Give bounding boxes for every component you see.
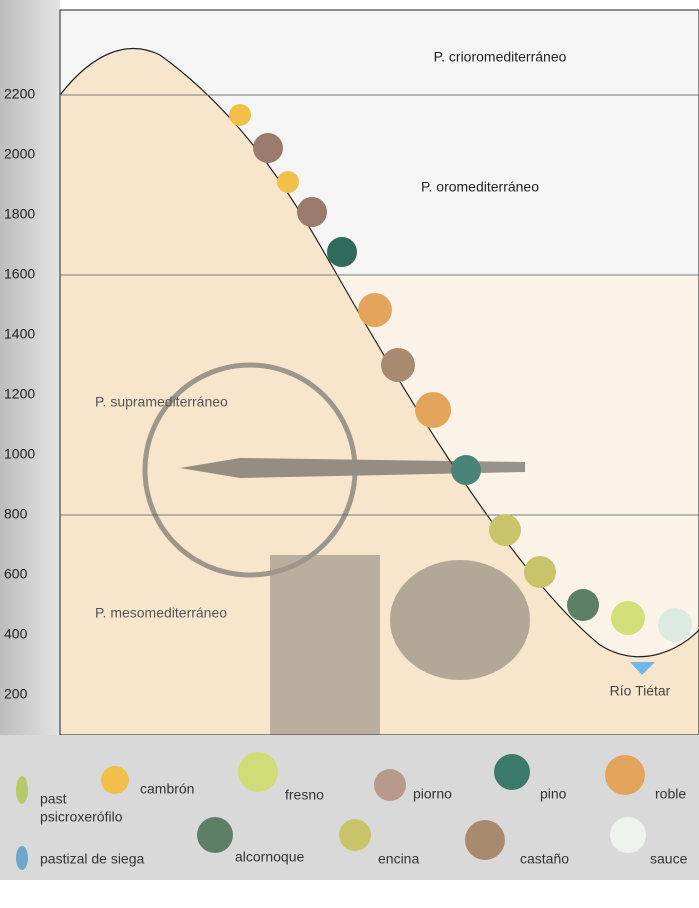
legend-label: cambrón (140, 781, 194, 797)
legend-label: sauce (650, 851, 688, 867)
y-tick-label: 800 (4, 506, 28, 522)
zone-label: P. supramediterráneo (95, 394, 228, 410)
legend-label: alcornoque (235, 849, 304, 865)
y-tick-label: 1600 (4, 266, 35, 282)
y-tick-label: 1000 (4, 446, 35, 462)
legend-label: encina (378, 851, 419, 867)
legend-label: roble (655, 786, 686, 802)
y-tick-label: 2200 (4, 86, 35, 102)
legend-label: pastizal de siega (40, 851, 145, 867)
zone-label: P. crioromediterráneo (434, 49, 567, 65)
y-tick-label: 200 (4, 686, 28, 702)
y-tick-label: 1800 (4, 206, 35, 222)
legend-label: psicroxerófilo (40, 809, 123, 825)
legend-label: past (40, 791, 67, 807)
y-tick-label: 2000 (4, 146, 35, 162)
y-tick-label: 1400 (4, 326, 35, 342)
river-label: Río Tiétar (610, 683, 671, 699)
diagram: P. crioromediterráneo P. oromediterráneo… (0, 0, 699, 908)
y-tick-label: 600 (4, 566, 28, 582)
legend-label: castaño (520, 851, 569, 867)
zone-label: P. mesomediterráneo (95, 605, 227, 621)
y-tick-label: 1200 (4, 386, 35, 402)
legend-label: fresno (285, 787, 324, 803)
zone-label: P. oromediterráneo (421, 179, 539, 195)
page: P. crioromediterráneo P. oromediterráneo… (0, 0, 699, 908)
legend-label: pino (540, 786, 567, 802)
y-tick-label: 400 (4, 626, 28, 642)
legend-label: piorno (413, 786, 452, 802)
